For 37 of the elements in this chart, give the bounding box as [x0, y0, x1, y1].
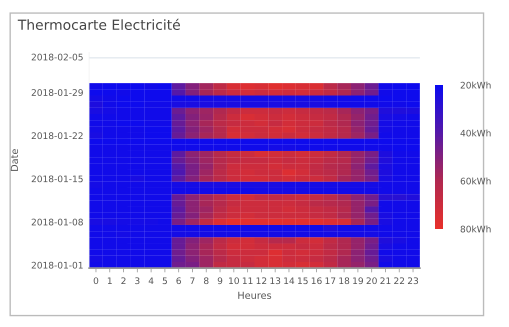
x-tick-label: 11 [242, 277, 253, 284]
x-tick-label: 4 [148, 277, 154, 284]
x-tick-label: 6 [176, 277, 181, 284]
x-tick-label: 16 [312, 277, 322, 284]
x-tick-label: 3 [135, 277, 140, 284]
x-tick-label: 13 [270, 277, 280, 284]
x-tick-label: 17 [326, 277, 336, 284]
x-tick-label: 9 [218, 277, 222, 284]
x-tick-label: 21 [380, 277, 390, 284]
text: 2018-02-05 [32, 54, 83, 60]
x-tick-label: 23 [408, 277, 418, 284]
x-tick-label: 10 [229, 277, 239, 284]
y-axis-title: Date [10, 149, 18, 171]
x-axis-title: Heures [238, 292, 272, 299]
x-tick-label: 15 [298, 277, 308, 284]
y-tick-label: 2018-01-15 [32, 175, 83, 182]
x-tick-label: 2 [121, 277, 126, 284]
x-tick-label: 22 [394, 277, 404, 284]
x-tick-label: 19 [353, 277, 363, 284]
x-tick-label: 8 [204, 277, 209, 284]
y-tick-label: 2018-01-29 [32, 89, 83, 96]
y-tick-label: 2018-01-08 [32, 218, 83, 226]
x-tick-label: 18 [339, 277, 350, 284]
x-tick-label: 0 [94, 277, 98, 284]
x-tick-label: 7 [190, 277, 195, 284]
y-tick-label: 2018-01-22 [32, 132, 83, 140]
color-bar-label: 60kWh [460, 178, 491, 184]
x-tick-label: 20 [366, 277, 377, 284]
x-tick-label: 5 [162, 277, 167, 284]
color-bar-label: 80kWh [460, 225, 491, 232]
chart-title: Thermocarte Electricité [18, 18, 180, 30]
x-tick-label: 1 [108, 277, 112, 284]
x-tick-label: 14 [284, 277, 294, 284]
color-bar-label: 20kWh [460, 82, 491, 89]
y-tick-label: 2018-01-01 [32, 262, 83, 269]
color-bar-label: 40kWh [460, 130, 491, 137]
x-tick-label: 12 [256, 277, 266, 284]
